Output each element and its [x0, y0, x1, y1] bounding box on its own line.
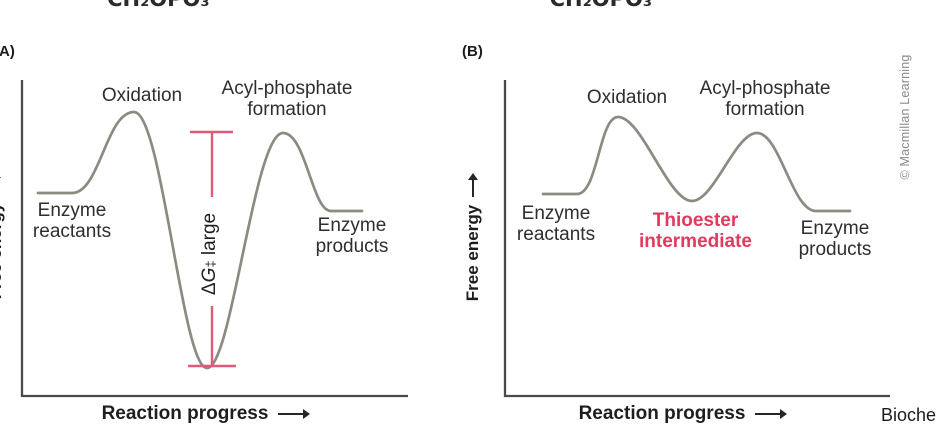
panel-a-y-axis-text: Free energy	[0, 202, 5, 300]
right-arrow-icon	[755, 408, 788, 420]
right-arrow-icon	[278, 408, 311, 420]
delta-symbol: Δ	[199, 282, 220, 296]
panel-a-axes	[20, 80, 408, 398]
panel-b-enzyme-reactants-label: Enzyme reactants	[516, 203, 596, 245]
caption-fragment: Bioche	[881, 405, 937, 425]
panel-b-energy-curve	[541, 115, 852, 213]
panel-b-enzyme-products-label: Enzyme products	[798, 218, 872, 260]
panel-b-oxidation-label: Oxidation	[586, 87, 668, 108]
g-symbol: G	[199, 267, 220, 283]
up-arrow-icon	[471, 174, 475, 197]
delta-g-bracket	[188, 130, 236, 368]
panel-a-formula-clip: CH₂OPO₃²⁻	[96, 0, 241, 13]
delta-g-word: large	[199, 212, 220, 256]
panel-b-tag: (B)	[462, 43, 483, 60]
panel-a-enzyme-products-label: Enzyme products	[315, 215, 389, 257]
double-dagger-symbol: ‡	[202, 260, 218, 268]
panel-b-x-axis-text: Reaction progress	[578, 403, 746, 424]
panel-a-energy-curve	[36, 110, 364, 370]
panel-a-enzyme-reactants-label: Enzyme reactants	[32, 200, 112, 242]
panel-a-y-axis-label: Free energy	[0, 141, 6, 331]
panel-a-acyl-phosphate-label: Acyl-phosphate formation	[221, 78, 353, 120]
panel-b-formula-clip: CH₂OPO₃²⁻	[546, 0, 676, 13]
panel-a-x-axis-text: Reaction progress	[101, 403, 269, 424]
panel-b-y-axis-label: Free energy	[463, 143, 483, 333]
panel-a-oxidation-label: Oxidation	[101, 85, 183, 106]
panel-b-formula: CH₂OPO₃²⁻	[546, 0, 676, 13]
panel-b-axes	[503, 80, 890, 398]
panel-a-tag: (A)	[0, 43, 15, 60]
panel-a-x-axis-label: Reaction progress	[86, 403, 324, 425]
panel-b-thioester-intermediate-label: Thioester intermediate	[639, 210, 752, 252]
panel-b-acyl-phosphate-label: Acyl-phosphate formation	[699, 78, 831, 120]
panel-b-y-axis-text: Free energy	[463, 204, 482, 302]
delta-g-large-annotation: Δ G ‡ large	[199, 190, 221, 318]
panel-b-x-axis-label: Reaction progress	[563, 403, 801, 425]
panel-a-formula: CH₂OPO₃²⁻	[96, 0, 241, 13]
publisher-credit: © Macmillan Learning	[898, 54, 912, 180]
